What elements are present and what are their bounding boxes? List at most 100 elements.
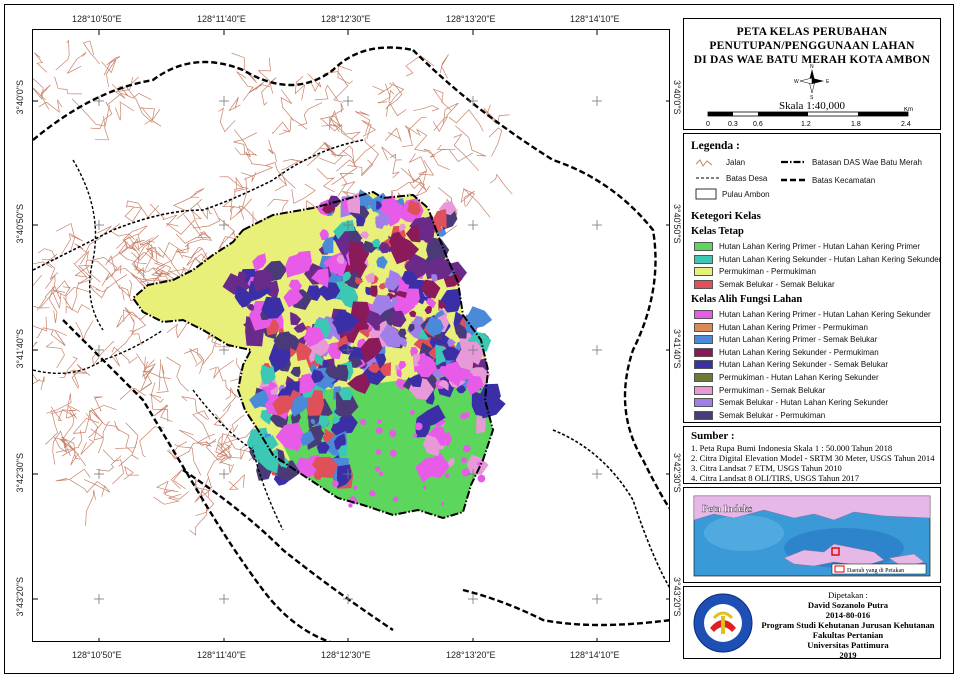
class-label: Semak Belukar - Semak Belukar — [719, 279, 835, 289]
converted-class-legend-item: Hutan Lahan Kering Primer - Semak Beluka… — [694, 335, 878, 345]
scale-tick: 0.6 — [753, 121, 763, 128]
source-item: 1. Peta Rupa Bumi Indonesia Skala 1 : 50… — [691, 443, 893, 453]
index-heading: Peta Indeks — [702, 504, 752, 515]
land-cover-classes — [131, 189, 506, 520]
map-canvas — [33, 30, 669, 641]
source-heading: Sumber : — [691, 430, 735, 442]
class-swatch — [694, 410, 713, 420]
legend-panel: Legenda : Jalan Batasan DAS Wae Batu Mer… — [683, 133, 941, 423]
legend-island: Pulau Ambon — [722, 190, 770, 199]
title-line-1: PETA KELAS PERUBAHAN — [736, 26, 888, 38]
scale-tick: 0.3 — [728, 121, 738, 128]
converted-class-legend-item: Semak Belukar - Permukiman — [694, 410, 826, 420]
legend-village-boundary: Batas Desa — [726, 174, 768, 183]
credit-faculty: Fakultas Pertanian — [812, 630, 884, 640]
scale-tick: 0 — [706, 121, 710, 128]
left-tick: 3°42'30"S — [15, 453, 25, 493]
scale-label: Skala 1:40,000 — [779, 100, 845, 112]
class-swatch — [694, 398, 713, 408]
south-letter: S — [810, 95, 814, 101]
map-sheet-frame — [4, 4, 954, 674]
class-label: Hutan Lahan Kering Sekunder - Semak Belu… — [719, 360, 888, 370]
class-label: Hutan Lahan Kering Primer - Hutan Lahan … — [719, 310, 931, 319]
legend-district-boundary: Batas Kecamatan — [812, 176, 876, 185]
north-arrow-and-scalebar: N S E W — [794, 64, 830, 101]
class-swatch — [694, 242, 713, 251]
right-tick: 3°40'0"S — [672, 80, 682, 115]
converted-class-legend-item: Permukiman - Semak Belukar — [694, 385, 826, 395]
class-swatch — [694, 360, 713, 370]
converted-class-legend-item: Hutan Lahan Kering Sekunder - Semak Belu… — [694, 360, 888, 370]
converted-class-legend-item: Hutan Lahan Kering Primer - Permukiman — [694, 322, 868, 332]
legend-line-symbols — [695, 159, 806, 200]
bottom-tick: 128°13'20"E — [446, 650, 496, 660]
credit-university: Universitas Pattimura — [807, 640, 889, 650]
class-label: Permukiman - Hutan Lahan Kering Sekunder — [719, 373, 879, 382]
top-tick: 128°10'50"E — [72, 14, 122, 24]
class-swatch — [694, 310, 713, 319]
legend-das-boundary: Batasan DAS Wae Batu Merah — [812, 158, 922, 167]
fixed-class-heading: Kelas Tetap — [691, 226, 744, 237]
fixed-class-legend-item: Permukiman - Permukiman — [694, 267, 816, 277]
island-symbol — [695, 188, 717, 200]
converted-class-legend-item: Permukiman - Hutan Lahan Kering Sekunder — [694, 373, 879, 382]
west-letter: W — [794, 79, 799, 85]
source-panel: Sumber : 1. Peta Rupa Bumi Indonesia Ska… — [683, 426, 941, 484]
administrative-boundaries — [33, 46, 669, 641]
source-item: 3. Citra Landsat 7 ETM, USGS Tahun 2010 — [691, 463, 842, 473]
legend-road: Jalan — [726, 158, 746, 167]
converted-class-legend-item: Hutan Lahan Kering Sekunder - Permukiman — [694, 347, 879, 357]
scale-tick: 1.2 — [801, 121, 811, 128]
bottom-tick: 128°10'50"E — [72, 650, 122, 660]
scale-unit: Km — [904, 107, 913, 113]
bottom-tick: 128°12'30"E — [321, 650, 371, 660]
class-label: Semak Belukar - Hutan Lahan Kering Sekun… — [719, 398, 888, 408]
top-tick: 128°12'30"E — [321, 14, 371, 24]
graticule-crosses — [33, 30, 669, 641]
source-item: 4. Citra Landsat 8 OLI/TIRS, USGS Tahun … — [691, 473, 860, 483]
converted-class-legend-item: Semak Belukar - Hutan Lahan Kering Sekun… — [694, 398, 888, 408]
category-heading: Ketegori Kelas — [691, 210, 761, 222]
north-letter: N — [810, 64, 814, 70]
class-swatch — [694, 373, 713, 382]
scale-bar: Km 0 0.3 0.6 1.2 1.8 2.4 — [706, 107, 913, 128]
class-swatch — [694, 385, 713, 395]
class-label: Semak Belukar - Permukiman — [719, 410, 826, 420]
title-line-3: DI DAS WAE BATU MERAH KOTA AMBON — [693, 54, 931, 66]
credit-prodi: Program Studi Kehutanan Jurusan Kehutana… — [761, 620, 935, 630]
scale-tick: 1.8 — [851, 121, 861, 128]
main-map[interactable] — [32, 29, 670, 642]
title-line-2: PENUTUPAN/PENGGUNAAN LAHAN — [709, 40, 915, 52]
left-tick: 3°40'0"S — [15, 80, 25, 115]
source-item: 2. Citra Digital Elevation Model - SRTM … — [691, 453, 935, 463]
class-swatch — [694, 254, 713, 264]
class-label: Permukiman - Semak Belukar — [719, 385, 826, 395]
class-label: Hutan Lahan Kering Primer - Permukiman — [719, 322, 868, 332]
class-label: Hutan Lahan Kering Sekunder - Hutan Laha… — [719, 254, 942, 264]
converted-class-heading: Kelas Alih Fungsi Lahan — [691, 294, 803, 305]
fixed-class-legend-item: Hutan Lahan Kering Sekunder - Hutan Laha… — [694, 254, 942, 264]
class-label: Hutan Lahan Kering Primer - Semak Beluka… — [719, 335, 878, 345]
class-label: Hutan Lahan Kering Sekunder - Permukiman — [719, 347, 879, 357]
credit-year: 2019 — [839, 650, 857, 660]
credit-nim: 2014-80-016 — [825, 610, 871, 620]
fixed-class-legend-item: Semak Belukar - Semak Belukar — [694, 279, 835, 289]
legend-heading: Legenda : — [691, 140, 740, 152]
fixed-class-legend-item: Hutan Lahan Kering Primer - Hutan Lahan … — [694, 242, 920, 251]
right-tick: 3°40'50"S — [672, 204, 682, 244]
index-map: Peta Indeks Daerah yang di Petakan — [693, 495, 931, 577]
credit-name: David Sozanolo Putra — [807, 600, 889, 610]
left-tick: 3°41'40"S — [15, 329, 25, 369]
index-map-panel: Peta Indeks Daerah yang di Petakan — [683, 487, 941, 583]
right-tick: 3°41'40"S — [672, 329, 682, 369]
class-swatch — [694, 347, 713, 357]
mapped-area-box — [831, 547, 840, 556]
title-panel: PETA KELAS PERUBAHAN PENUTUPAN/PENGGUNAA… — [683, 18, 941, 130]
right-tick: 3°42'30"S — [672, 453, 682, 493]
converted-class-legend-item: Hutan Lahan Kering Primer - Hutan Lahan … — [694, 310, 931, 319]
class-swatch — [694, 279, 713, 289]
class-swatch — [694, 267, 713, 277]
index-box-label: Daerah yang di Petakan — [847, 568, 904, 574]
class-swatch — [694, 322, 713, 332]
left-tick: 3°40'50"S — [15, 204, 25, 244]
